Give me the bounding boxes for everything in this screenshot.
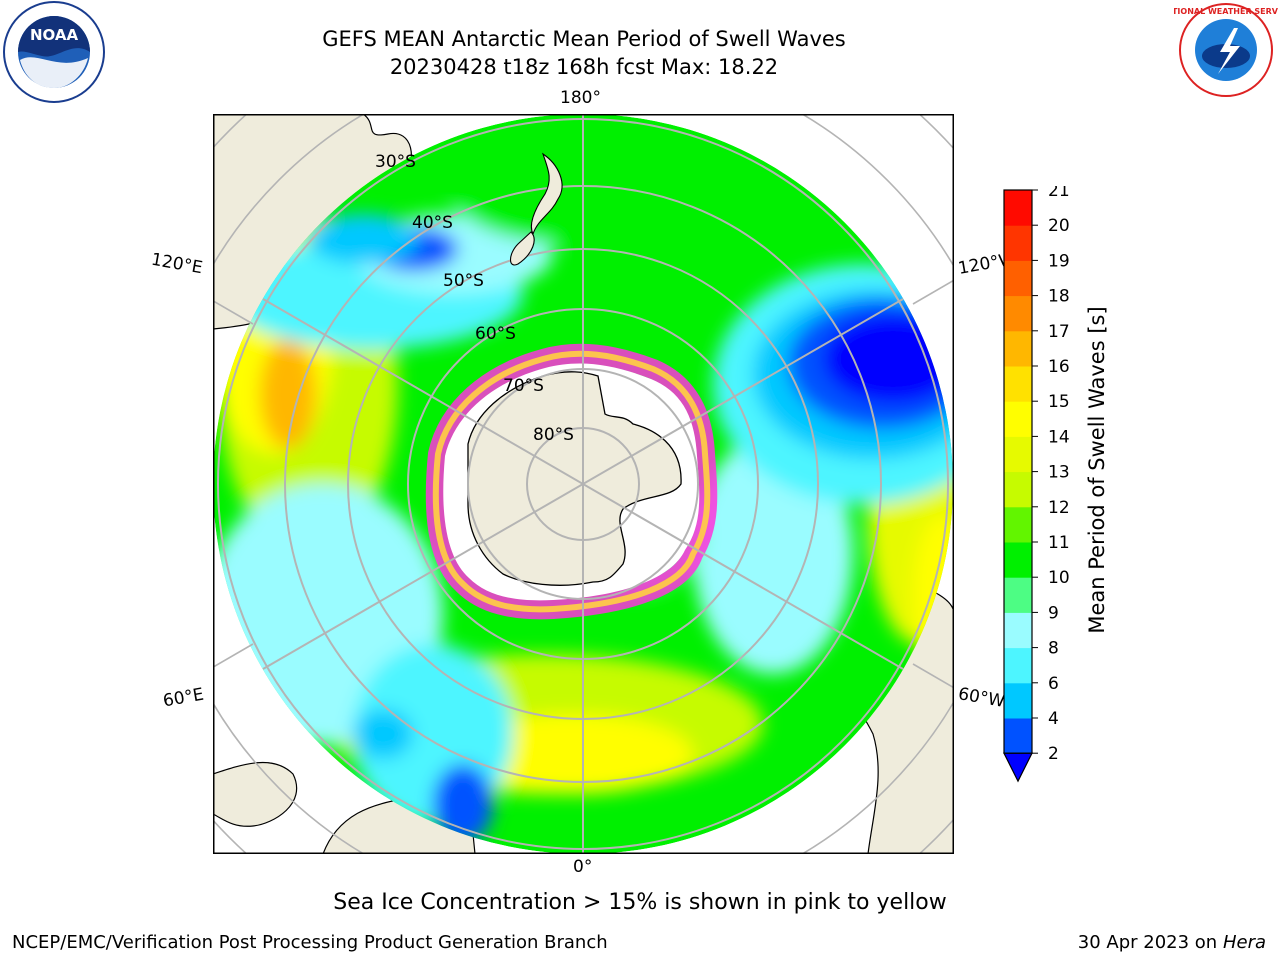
colorbar-tick-label: 12 bbox=[1048, 498, 1070, 518]
swell-period-field bbox=[213, 114, 953, 854]
colorbar-tick-label: 17 bbox=[1048, 322, 1070, 342]
colorbar: 2 4 6 8 9 10 11 12 13 14 15 16 17 18 19 20 21 bbox=[1000, 181, 1090, 790]
colorbar-tick-label: 8 bbox=[1048, 639, 1059, 659]
colorbar-tick-label: 18 bbox=[1048, 287, 1070, 307]
lon-label-60e: 60°E bbox=[161, 684, 206, 712]
colorbar-tick-label: 9 bbox=[1048, 603, 1059, 623]
colorbar-tick-label: 6 bbox=[1048, 674, 1059, 694]
lat-label-40s: 40°S bbox=[412, 213, 453, 233]
lon-label-60w: 60°W bbox=[956, 684, 1007, 712]
colorbar-segment bbox=[1004, 401, 1032, 437]
colorbar-tick-label: 13 bbox=[1048, 463, 1070, 483]
date-text: 30 Apr 2023 on bbox=[1077, 932, 1223, 953]
date-line: 30 Apr 2023 on Hera bbox=[1078, 932, 1266, 953]
colorbar-label: Mean Period of Swell Waves [s] bbox=[1085, 306, 1109, 634]
lat-label-60s: 60°S bbox=[475, 324, 516, 344]
colorbar-tick-label: 21 bbox=[1048, 186, 1070, 201]
colorbar-segment bbox=[1004, 295, 1032, 332]
colorbar-segment bbox=[1004, 190, 1032, 226]
sea-ice-note: Sea Ice Concentration > 15% is shown in … bbox=[333, 890, 947, 915]
chart-title: GEFS MEAN Antarctic Mean Period of Swell… bbox=[322, 27, 846, 51]
lon-label-180: 180° bbox=[560, 88, 601, 108]
colorbar-segment bbox=[1004, 647, 1032, 684]
machine-name: Hera bbox=[1222, 932, 1266, 953]
colorbar-segment bbox=[1004, 718, 1032, 754]
lat-label-50s: 50°S bbox=[443, 271, 484, 291]
colorbar-tick-label: 20 bbox=[1048, 216, 1070, 236]
colorbar-tick-label: 14 bbox=[1048, 427, 1070, 447]
colorbar-segment bbox=[1004, 471, 1032, 508]
colorbar-tick-label: 4 bbox=[1048, 709, 1059, 729]
colorbar-tick-label: 11 bbox=[1048, 533, 1070, 553]
nws-logo: NATIONAL WEATHER SERVICE bbox=[1160, 0, 1280, 108]
colorbar-tick-label: 16 bbox=[1048, 357, 1070, 377]
colorbar-extend-below bbox=[1003, 752, 1033, 783]
colorbar-segment bbox=[1004, 577, 1032, 613]
lat-label-80s: 80°S bbox=[533, 425, 574, 445]
colorbar-segment bbox=[1004, 542, 1032, 578]
colorbar-tick-label: 15 bbox=[1048, 392, 1070, 412]
colorbar-segment bbox=[1004, 260, 1032, 297]
chart-subtitle: 20230428 t18z 168h fcst Max: 18.22 bbox=[389, 55, 779, 79]
colorbar-segment bbox=[1004, 366, 1032, 402]
colorbar-tick-label: 19 bbox=[1048, 251, 1070, 271]
lon-label-120e: 120°E bbox=[149, 249, 205, 279]
credit-line: NCEP/EMC/Verification Post Processing Pr… bbox=[12, 932, 608, 953]
colorbar-tick-label: 10 bbox=[1048, 568, 1070, 588]
colorbar-tick-label: 2 bbox=[1048, 744, 1059, 764]
polar-map: 180° 0° 120°E 120°W 60°E 60°W 30°S 40°S … bbox=[150, 88, 1017, 877]
colorbar-segment bbox=[1004, 436, 1032, 473]
colorbar-segment bbox=[1004, 682, 1032, 719]
nws-logo-text: NATIONAL WEATHER SERVICE bbox=[1174, 7, 1278, 16]
noaa-logo: NOAA bbox=[2, 0, 106, 108]
colorbar-segment bbox=[1004, 225, 1032, 261]
lat-label-70s: 70°S bbox=[503, 376, 544, 396]
colorbar-segment bbox=[1004, 330, 1032, 367]
lat-label-30s: 30°S bbox=[375, 152, 416, 172]
noaa-logo-text: NOAA bbox=[30, 26, 79, 44]
colorbar-segment bbox=[1004, 612, 1032, 649]
colorbar-segment bbox=[1004, 506, 1032, 543]
lon-label-0: 0° bbox=[573, 857, 593, 877]
